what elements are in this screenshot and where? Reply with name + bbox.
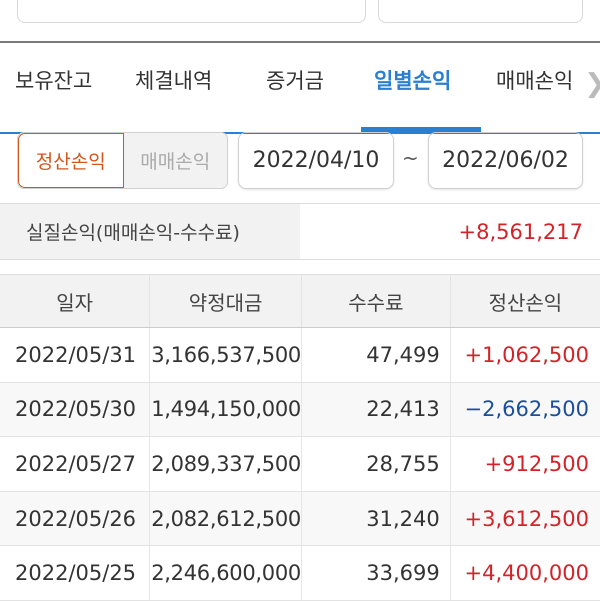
table-row[interactable]: 2022/05/31 3,166,537,500 47,499 +1,062,500 xyxy=(0,327,600,383)
tab-executions[interactable]: 체결내역 xyxy=(135,69,213,93)
date-cell: 2022/05/26 xyxy=(0,491,151,547)
pnl-type-toggle: 정산손익 매매손익 xyxy=(17,132,228,189)
fee-cell: 47,499 xyxy=(301,327,451,383)
trade-pnl-button[interactable]: 매매손익 xyxy=(140,151,211,173)
amount-cell: 2,246,600,000 xyxy=(149,545,302,601)
amount-cell: 1,494,150,000 xyxy=(149,382,302,438)
net-pnl-summary: 실질손익(매매손익-수수료) +8,561,217 xyxy=(0,203,600,260)
amount-cell: 2,089,337,500 xyxy=(149,436,302,492)
table-row[interactable]: 2022/05/25 2,246,600,000 33,699 +4,400,000 xyxy=(0,545,600,601)
table-row[interactable]: 2022/05/27 2,089,337,500 28,755 +912,500 xyxy=(0,436,600,492)
fee-cell: 22,413 xyxy=(301,382,451,438)
table-row[interactable]: 2022/05/26 2,082,612,500 31,240 +3,612,500 xyxy=(0,491,600,547)
header-fee: 수수료 xyxy=(301,274,451,328)
tab-bar: 보유잔고 체결내역 증거금 일별손익 매매손익 ❯ xyxy=(0,41,600,134)
top-input-right[interactable] xyxy=(378,0,583,23)
table-row[interactable]: 2022/05/30 1,494,150,000 22,413 −2,662,500 xyxy=(0,382,600,438)
chevron-right-icon[interactable]: ❯ xyxy=(584,69,600,99)
date-cell: 2022/05/27 xyxy=(0,436,151,492)
amount-cell: 2,082,612,500 xyxy=(149,491,302,547)
daily-pnl-table: 일자 약정대금 수수료 정산손익 2022/05/31 3,166,537,500… xyxy=(0,274,600,601)
fee-cell: 33,699 xyxy=(301,545,451,601)
net-pnl-value: +8,561,217 xyxy=(458,219,583,244)
pnl-cell: +4,400,000 xyxy=(450,545,600,601)
pnl-cell: +912,500 xyxy=(450,436,600,492)
top-input-left[interactable] xyxy=(17,0,366,23)
pnl-cell: +1,062,500 xyxy=(450,327,600,383)
amount-cell: 3,166,537,500 xyxy=(149,327,302,383)
pnl-cell: −2,662,500 xyxy=(450,382,600,438)
active-tab-indicator xyxy=(361,127,481,133)
fee-cell: 28,755 xyxy=(301,436,451,492)
pnl-cell: +3,612,500 xyxy=(450,491,600,547)
date-cell: 2022/05/25 xyxy=(0,545,151,601)
date-separator: ~ xyxy=(402,146,419,170)
tab-margin[interactable]: 증거금 xyxy=(266,69,324,93)
tab-daily-pnl[interactable]: 일별손익 xyxy=(374,69,452,93)
tab-trade-pnl[interactable]: 매매손익 xyxy=(496,69,574,93)
settlement-pnl-button[interactable]: 정산손익 xyxy=(18,133,124,188)
tab-holdings[interactable]: 보유잔고 xyxy=(15,69,93,93)
header-date: 일자 xyxy=(0,274,151,328)
header-settlement-pnl: 정산손익 xyxy=(450,274,600,328)
end-date-field[interactable]: 2022/06/02 xyxy=(428,132,583,189)
start-date-field[interactable]: 2022/04/10 xyxy=(238,132,394,189)
date-cell: 2022/05/31 xyxy=(0,327,151,383)
net-pnl-label: 실질손익(매매손익-수수료) xyxy=(0,204,300,259)
header-contract-amount: 약정대금 xyxy=(149,274,302,328)
date-cell: 2022/05/30 xyxy=(0,382,151,438)
fee-cell: 31,240 xyxy=(301,491,451,547)
